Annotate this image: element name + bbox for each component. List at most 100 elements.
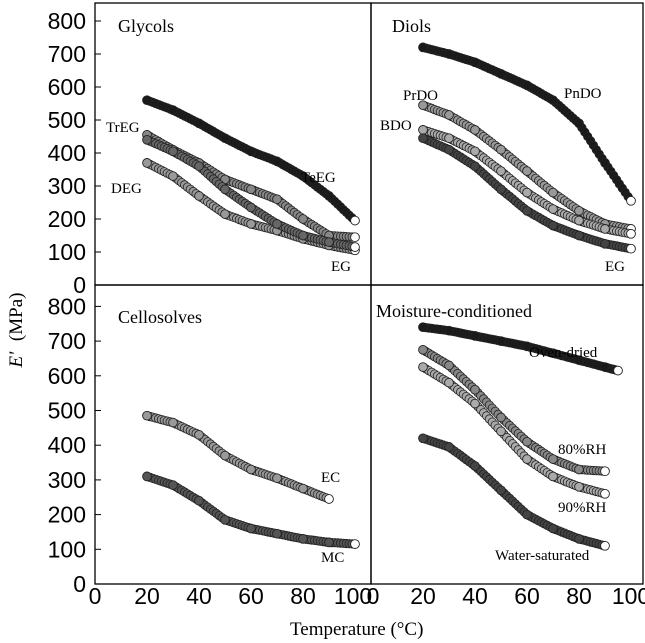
data-point (522, 166, 532, 176)
data-point (350, 242, 360, 252)
data-point (574, 118, 584, 129)
data-point (444, 133, 454, 144)
x-tick-label: 80 (566, 583, 592, 609)
data-point (574, 355, 584, 366)
series-label-water-saturated: Water-saturated (495, 548, 590, 564)
y-tick-label: 700 (48, 41, 86, 67)
data-point (574, 230, 584, 241)
data-point (548, 348, 558, 359)
data-point (613, 365, 623, 376)
data-point (324, 237, 334, 247)
y-tick-label: 300 (48, 173, 86, 199)
data-point (522, 454, 532, 464)
data-point (142, 158, 152, 168)
data-point (444, 442, 454, 452)
y-tick-label: 500 (48, 107, 86, 133)
series-label-treg: TrEG (106, 120, 140, 136)
data-point (548, 454, 558, 464)
data-point (350, 215, 360, 226)
y-tick-label: 700 (48, 328, 86, 354)
x-tick-label: 100 (612, 583, 645, 609)
data-point (548, 95, 558, 106)
y-tick-label: 400 (48, 140, 86, 166)
data-point (496, 485, 506, 496)
data-point (142, 95, 152, 106)
panel-frame (370, 284, 644, 585)
data-point (220, 133, 230, 144)
series-oven-dried (418, 322, 623, 376)
data-point (418, 362, 428, 372)
data-point (168, 480, 178, 490)
y-tick-label: 100 (48, 536, 86, 562)
data-point (626, 195, 636, 206)
data-point (444, 49, 454, 59)
x-tick-label: 40 (186, 583, 212, 609)
y-tick-label: 600 (48, 74, 86, 100)
x-tick-label: 0 (89, 583, 102, 609)
data-point (444, 325, 454, 336)
y-tick-label: 400 (48, 432, 86, 458)
data-point (220, 514, 230, 525)
data-point (324, 191, 334, 201)
y-axis-unit: (MPa) (6, 293, 27, 342)
data-point (418, 322, 428, 333)
data-point (298, 483, 308, 494)
data-point (574, 481, 584, 492)
data-point (600, 466, 610, 477)
data-point (168, 105, 178, 115)
series-pndo (418, 42, 636, 206)
series-label-deg: DEG (111, 181, 142, 197)
series-eg (142, 134, 360, 252)
series-water-saturated (418, 433, 610, 551)
y-tick-label: 800 (48, 8, 86, 34)
y-axis-title: E' (MPa) (6, 293, 27, 369)
series-label-eg-diols: EG (605, 259, 625, 275)
data-point (496, 144, 506, 155)
data-point (496, 426, 506, 437)
data-point (142, 134, 152, 145)
y-tick-label: 0 (73, 272, 86, 298)
panel-title-moisture: Moisture-conditioned (376, 301, 532, 321)
data-point (246, 523, 256, 534)
data-point (246, 464, 256, 475)
data-point (548, 523, 558, 534)
data-point (548, 471, 558, 482)
y-tick-label: 0 (73, 571, 86, 597)
data-point (418, 125, 428, 135)
data-point (496, 68, 506, 79)
data-point (418, 42, 428, 53)
data-point (168, 417, 178, 428)
data-point (272, 528, 282, 539)
y-axis-symbol: E' (6, 351, 27, 369)
data-point (496, 184, 506, 195)
data-point (522, 205, 532, 216)
data-point (444, 377, 454, 388)
y-tick-label: 600 (48, 363, 86, 389)
x-axis-title: Temperature (°C) (290, 619, 423, 640)
x-tick-label: 0 (367, 583, 380, 609)
data-point (272, 473, 282, 484)
series-label-oven-dried: Oven-dried (529, 345, 598, 361)
data-point (418, 433, 428, 444)
data-point (350, 232, 360, 243)
series-eg (418, 133, 636, 254)
data-point (194, 429, 204, 440)
series-label-prdo: PrDO (403, 88, 438, 104)
y-tick-label: 200 (48, 502, 86, 528)
x-tick-label: 100 (334, 583, 372, 609)
data-point (246, 184, 256, 195)
data-point (272, 156, 282, 167)
data-point (444, 144, 454, 155)
series-label-90rh: 90%RH (558, 500, 607, 516)
data-point (220, 450, 230, 461)
data-point (626, 243, 636, 254)
data-point (168, 171, 178, 181)
y-tick-label: 100 (48, 239, 86, 265)
data-point (444, 110, 454, 120)
data-point (324, 537, 334, 548)
data-point (418, 100, 428, 111)
y-tick-label: 300 (48, 467, 86, 493)
data-point (522, 187, 532, 198)
panel-title-diols: Diols (392, 16, 431, 36)
